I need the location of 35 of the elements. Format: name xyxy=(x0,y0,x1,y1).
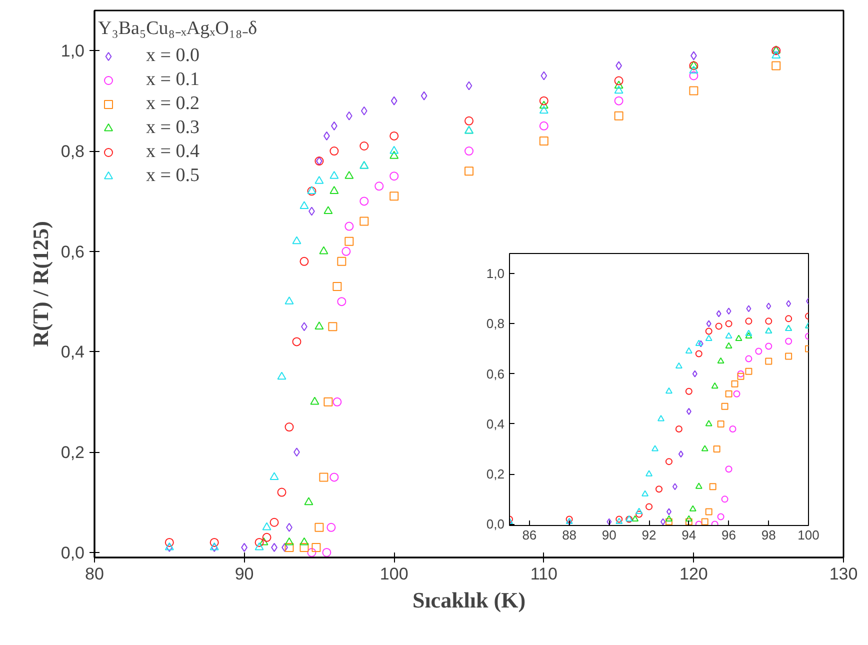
y-tick-label: 0,8 xyxy=(60,142,85,162)
legend-label: x = 0.1 xyxy=(146,69,200,91)
x-tick-label: 80 xyxy=(85,564,104,584)
y-tick-label: 0,4 xyxy=(60,342,85,362)
x-tick-label: 88 xyxy=(562,528,577,542)
y-axis-title: R(T) / R(125) xyxy=(28,221,53,347)
y-tick-label: 0,2 xyxy=(486,466,505,482)
x-tick-label: 98 xyxy=(761,528,776,542)
x-tick-label: 110 xyxy=(530,564,558,584)
x-tick-label: 94 xyxy=(682,528,696,542)
x-tick-label: 120 xyxy=(680,564,708,584)
y-tick-label: 1,0 xyxy=(486,266,505,282)
x-tick-label: 90 xyxy=(234,564,254,584)
legend-title: Y₃Ba₅Cu₈₋ₓAgₓO₁₈₋δ xyxy=(98,17,258,40)
x-tick-label: 92 xyxy=(642,528,656,542)
y-tick-label: 0,0 xyxy=(486,516,505,532)
y-tick-label: 0,2 xyxy=(60,443,85,462)
y-tick-label: 0,6 xyxy=(60,242,85,262)
x-tick-label: 100 xyxy=(798,528,820,542)
x-tick-label: 96 xyxy=(722,528,736,542)
y-tick-label: 1,0 xyxy=(60,42,85,61)
x-tick-label: 100 xyxy=(380,564,408,584)
x-tick-label: 86 xyxy=(522,528,537,542)
legend-label: x = 0.2 xyxy=(146,93,200,115)
legend-label: x = 0.4 xyxy=(146,141,200,163)
legend-label: x = 0.0 xyxy=(146,45,200,67)
x-tick-label: 130 xyxy=(829,564,858,584)
y-tick-label: 0,6 xyxy=(486,366,505,382)
legend-label: x = 0.3 xyxy=(146,117,200,139)
y-tick-label: 0,4 xyxy=(486,416,505,432)
x-tick-label: 90 xyxy=(602,528,616,542)
y-tick-label: 0,0 xyxy=(60,543,85,562)
legend-label: x = 0.5 xyxy=(146,165,200,187)
y-tick-label: 0,8 xyxy=(486,316,505,332)
x-axis-title: Sıcaklık (K) xyxy=(412,588,526,612)
